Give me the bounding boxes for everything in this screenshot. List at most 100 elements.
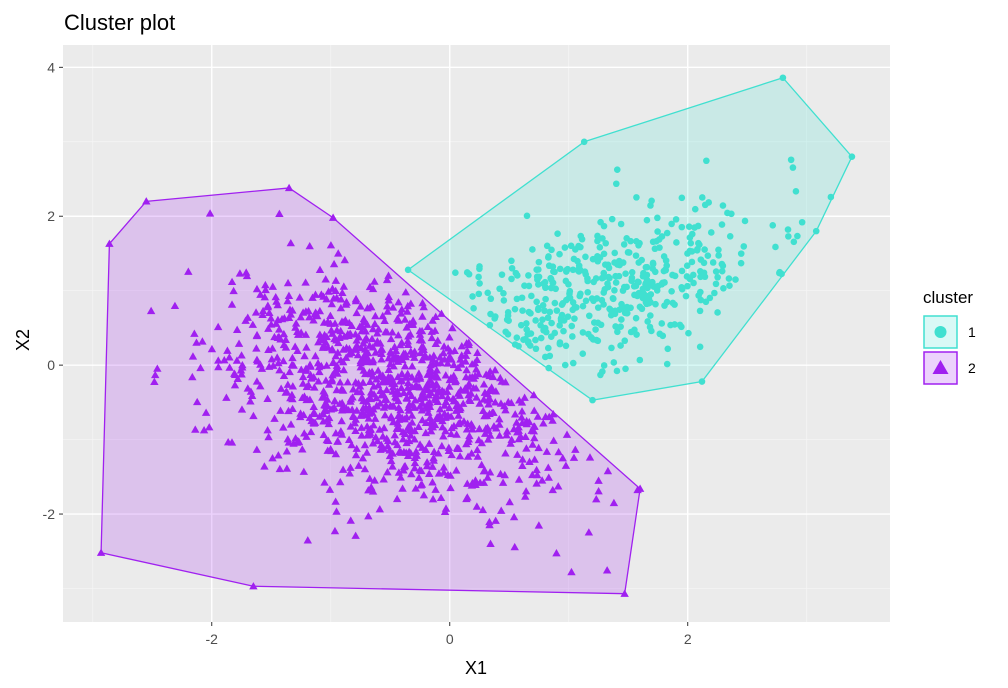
point-cluster-1: [635, 259, 643, 266]
point-cluster-2: [268, 344, 277, 352]
cluster-1-points: [404, 74, 856, 404]
point-cluster-2: [403, 336, 412, 345]
point-cluster-1: [532, 336, 539, 344]
point-cluster-2: [571, 445, 580, 453]
point-cluster-2: [389, 417, 398, 426]
point-cluster-2: [364, 414, 373, 422]
y-tick-label: 0: [47, 357, 55, 373]
point-cluster-1: [588, 295, 596, 302]
point-cluster-2: [360, 464, 370, 473]
point-cluster-2: [383, 307, 392, 315]
point-cluster-2: [454, 411, 463, 419]
point-cluster-2: [321, 376, 331, 384]
legend-circle-icon: [934, 326, 947, 338]
point-cluster-1: [575, 242, 582, 250]
point-cluster-2: [457, 360, 466, 368]
point-cluster-2: [359, 317, 368, 326]
point-cluster-2: [368, 324, 378, 333]
point-cluster-2: [433, 373, 442, 381]
point-cluster-2: [285, 367, 294, 376]
point-cluster-2: [477, 460, 486, 469]
point-cluster-2: [299, 467, 309, 475]
point-cluster-2: [433, 397, 442, 406]
point-cluster-2: [286, 310, 295, 318]
point-cluster-1: [697, 256, 705, 263]
point-cluster-2: [541, 412, 550, 421]
point-cluster-2: [252, 445, 262, 453]
x-tick-label: 2: [684, 631, 692, 647]
point-cluster-2: [390, 342, 399, 351]
point-cluster-2: [281, 343, 291, 351]
point-cluster-2: [258, 310, 267, 319]
point-cluster-2: [230, 369, 239, 377]
point-cluster-2: [449, 374, 458, 383]
point-cluster-2: [319, 318, 329, 326]
point-cluster-2: [275, 366, 284, 374]
point-cluster-2: [339, 282, 349, 290]
point-cluster-1: [696, 343, 704, 351]
point-cluster-2: [220, 355, 229, 364]
point-cluster-1: [787, 156, 795, 164]
point-cluster-2: [352, 444, 361, 452]
point-cluster-2: [552, 549, 561, 557]
point-cluster-2: [417, 391, 426, 400]
point-cluster-2: [365, 430, 374, 438]
point-cluster-1: [643, 216, 651, 224]
point-cluster-2: [362, 448, 372, 456]
point-cluster-2: [594, 476, 603, 484]
point-cluster-2: [261, 285, 270, 294]
point-cluster-2: [336, 477, 345, 486]
point-cluster-2: [337, 385, 346, 393]
point-cluster-1: [594, 237, 601, 245]
point-cluster-2: [328, 358, 338, 367]
point-cluster-2: [318, 343, 328, 351]
point-cluster-1: [500, 297, 508, 304]
point-cluster-1: [683, 262, 691, 270]
point-cluster-1: [469, 293, 476, 300]
point-cluster-2: [300, 351, 309, 360]
point-cluster-2: [332, 336, 341, 344]
point-cluster-2: [445, 333, 454, 341]
point-cluster-2: [319, 387, 328, 395]
point-cluster-2: [429, 351, 438, 359]
point-cluster-2: [308, 293, 317, 301]
point-cluster-2: [501, 449, 510, 457]
point-cluster-2: [358, 378, 368, 386]
point-cluster-2: [445, 352, 454, 360]
point-cluster-2: [330, 403, 339, 412]
point-cluster-1: [702, 298, 710, 306]
axes: -2 0 2 -2 0 2 4: [43, 59, 692, 647]
point-cluster-2: [418, 312, 427, 320]
point-cluster-2: [327, 299, 336, 308]
point-cluster-1: [633, 194, 640, 201]
point-cluster-2: [324, 419, 333, 428]
point-cluster-1: [579, 329, 587, 336]
point-cluster-2: [327, 344, 337, 353]
point-cluster-2: [439, 468, 449, 476]
point-cluster-2: [394, 415, 404, 423]
point-cluster-1: [544, 314, 552, 322]
point-cluster-1: [606, 274, 613, 282]
point-cluster-1: [628, 274, 636, 282]
point-cluster-2: [249, 582, 258, 590]
point-cluster-1: [569, 333, 576, 340]
point-cluster-1: [698, 378, 706, 385]
point-cluster-2: [372, 393, 381, 402]
point-cluster-1: [701, 246, 708, 253]
point-cluster-2: [319, 430, 328, 439]
point-cluster-2: [265, 308, 274, 316]
point-cluster-1: [644, 292, 651, 300]
point-cluster-1: [475, 273, 482, 281]
point-cluster-2: [294, 437, 303, 446]
point-cluster-1: [691, 224, 698, 231]
point-cluster-2: [237, 351, 246, 359]
point-cluster-2: [416, 348, 425, 357]
point-cluster-2: [198, 337, 207, 345]
point-cluster-1: [594, 232, 601, 240]
point-cluster-1: [654, 228, 661, 235]
point-cluster-2: [382, 275, 392, 284]
point-cluster-2: [469, 374, 478, 382]
point-cluster-2: [279, 423, 288, 431]
point-cluster-2: [410, 426, 419, 435]
